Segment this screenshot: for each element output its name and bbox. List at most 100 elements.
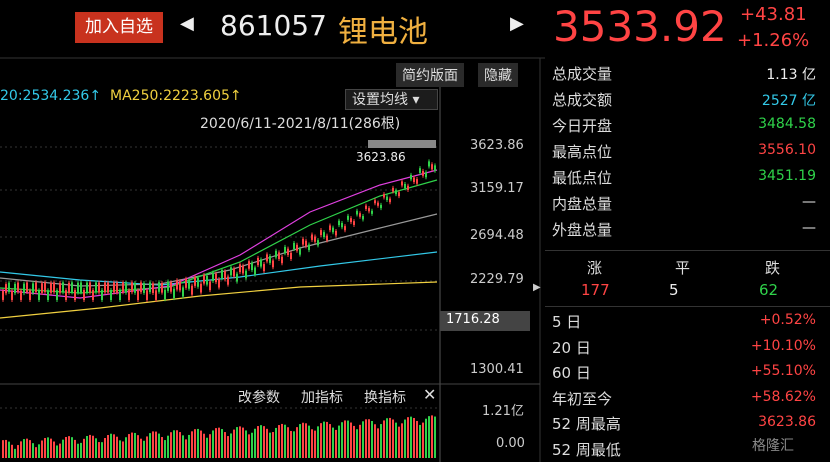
- candle: [362, 216, 364, 220]
- volume-bar: [275, 427, 277, 458]
- volume-bar: [314, 430, 316, 458]
- candle: [77, 282, 79, 293]
- perf-label: 60 日: [552, 364, 591, 382]
- candle: [278, 252, 280, 259]
- candle: [11, 290, 13, 300]
- volume-bar: [53, 441, 55, 458]
- switch-indicator[interactable]: 换指标: [364, 390, 406, 406]
- candle: [167, 281, 169, 291]
- candle: [230, 267, 232, 276]
- candle: [344, 226, 346, 231]
- volume-bar: [209, 434, 211, 458]
- candle: [170, 282, 172, 292]
- hide[interactable]: 隐藏: [478, 63, 518, 87]
- volume-bar: [32, 443, 34, 458]
- adjust-params[interactable]: 改参数: [238, 390, 280, 406]
- y-label: 3159.17: [470, 181, 524, 196]
- candle: [263, 264, 265, 272]
- candle: [380, 204, 382, 209]
- stat-label: 总成交量: [552, 65, 613, 83]
- candle: [41, 283, 43, 293]
- candle: [5, 284, 7, 294]
- candle: [185, 278, 187, 288]
- volume-bar: [302, 422, 304, 458]
- next-arrow[interactable]: ▶: [510, 13, 524, 34]
- stat-label: 总成交额: [552, 91, 613, 109]
- ma-label: 20:2534.236↑: [0, 88, 102, 104]
- volume-bar: [62, 439, 64, 458]
- volume-bar: [200, 430, 202, 458]
- volume-bar: [170, 432, 172, 458]
- candle: [398, 192, 400, 197]
- ma-settings[interactable]: 设置均线 ▾: [345, 89, 438, 110]
- candle: [293, 242, 295, 249]
- candle: [71, 282, 73, 293]
- candle: [53, 282, 55, 293]
- candle: [332, 227, 334, 233]
- candle: [212, 272, 214, 282]
- volume-bar: [86, 435, 88, 458]
- volume-bar: [401, 423, 403, 458]
- volume-bar: [176, 430, 178, 458]
- candle: [92, 290, 94, 300]
- candle: [251, 262, 253, 271]
- perf-value: +58.62%: [750, 388, 816, 405]
- candle: [290, 252, 292, 260]
- volume-bar: [167, 435, 169, 458]
- candle: [23, 283, 25, 294]
- volume-bars: [2, 415, 436, 458]
- volume-label: 0.00: [496, 436, 525, 451]
- candle: [182, 287, 184, 297]
- y-label: 2694.48: [470, 228, 524, 243]
- candle: [95, 282, 97, 293]
- volume-bar: [212, 430, 214, 458]
- volume-bar: [11, 444, 13, 458]
- prev-arrow[interactable]: ◀: [180, 13, 194, 34]
- add-watchlist[interactable]: 加入自选: [75, 12, 163, 43]
- candle: [338, 220, 340, 226]
- candle: [314, 236, 316, 242]
- expand-arrow[interactable]: ▶: [533, 282, 541, 293]
- candle: [416, 179, 418, 184]
- ma-label: MA250:2223.605↑: [110, 88, 242, 104]
- divider: [545, 306, 830, 307]
- candle: [236, 273, 238, 282]
- close[interactable]: ✕: [423, 385, 437, 404]
- candle: [140, 282, 142, 293]
- candle: [134, 283, 136, 293]
- add-indicator[interactable]: 加指标: [301, 390, 343, 406]
- candle: [14, 283, 16, 294]
- candle: [347, 215, 349, 220]
- volume-bar: [341, 422, 343, 458]
- perf-label: 52 周最高: [552, 415, 621, 433]
- volume-bar: [89, 434, 91, 458]
- volume-bar: [206, 437, 208, 458]
- stat-label: 今日开盘: [552, 117, 613, 135]
- volume-bar: [290, 430, 292, 458]
- candle: [110, 290, 112, 300]
- candle: [305, 240, 307, 247]
- volume-bar: [386, 418, 388, 458]
- candle: [158, 282, 160, 292]
- candle: [323, 232, 325, 238]
- candle: [404, 183, 406, 189]
- volume-bar: [428, 416, 430, 458]
- candle: [68, 282, 70, 293]
- candle: [317, 240, 319, 246]
- stat-value: 3484.58: [758, 116, 816, 132]
- volume-bar: [434, 416, 436, 458]
- volume-bar: [251, 432, 253, 458]
- breadth-value: 62: [759, 281, 779, 299]
- stat-value: 3451.19: [758, 168, 816, 184]
- candle: [308, 244, 310, 251]
- simple-layout[interactable]: 简约版面: [396, 63, 464, 87]
- candle: [161, 283, 163, 293]
- candle: [335, 230, 337, 236]
- candle: [413, 177, 415, 183]
- stat-value: 1.13 亿: [766, 67, 816, 83]
- date-range: 2020/6/11-2021/8/11(286根): [200, 116, 401, 132]
- volume-bar: [320, 423, 322, 458]
- volume-bar: [143, 440, 145, 458]
- stat-label: 内盘总量: [552, 195, 613, 213]
- volume-bar: [350, 422, 352, 458]
